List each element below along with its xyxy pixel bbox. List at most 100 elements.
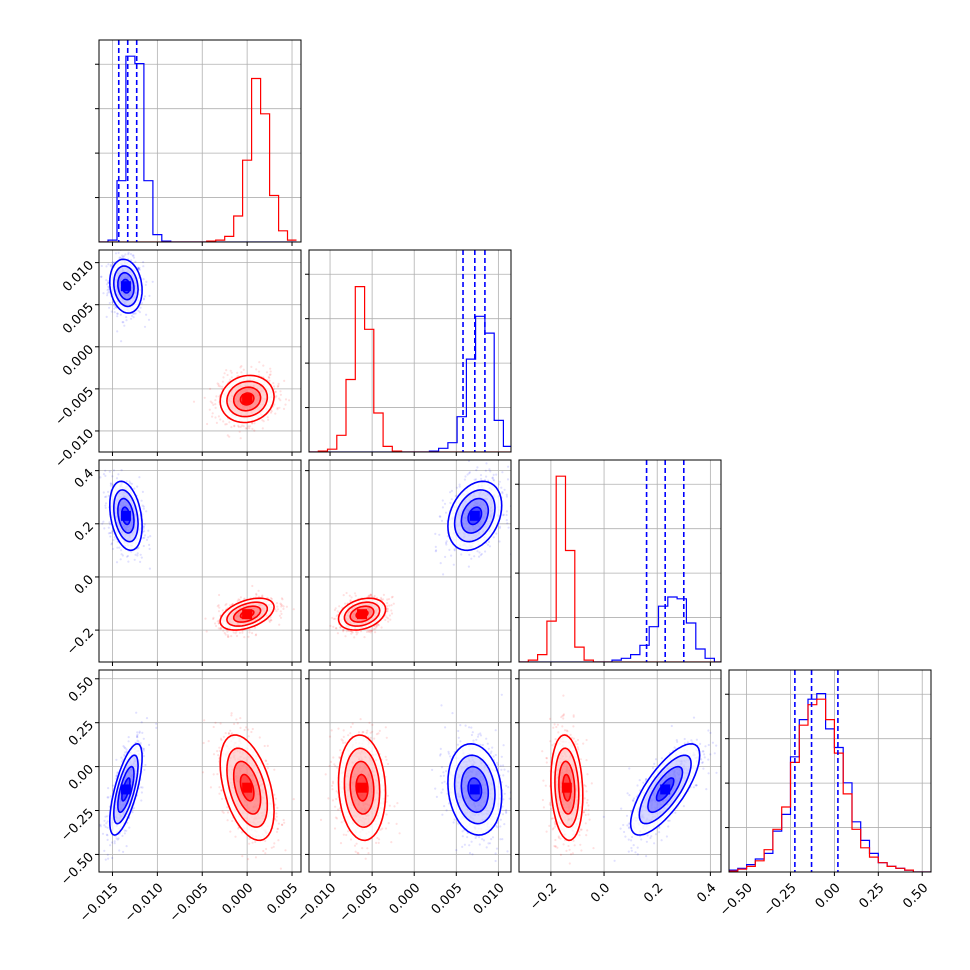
scatter-point — [467, 565, 470, 568]
scatter-point — [344, 635, 347, 638]
scatter-point — [450, 498, 453, 501]
scatter-point — [108, 470, 111, 473]
scatter-point — [215, 395, 218, 398]
scatter-point — [452, 563, 455, 566]
scatter-point — [131, 254, 134, 257]
scatter-point — [109, 844, 112, 847]
panel-content — [99, 40, 301, 242]
scatter-point — [479, 474, 483, 477]
scatter-point — [142, 298, 146, 301]
scatter-point — [136, 731, 139, 734]
panel-frame — [518, 459, 722, 663]
scatter-point — [495, 532, 498, 535]
scatter-point — [142, 544, 145, 548]
scatter-point — [438, 515, 441, 518]
scatter-point — [338, 605, 341, 608]
scatter-point — [248, 628, 251, 631]
peak-blue — [469, 510, 480, 521]
scatter-point — [269, 597, 273, 600]
scatter-point — [115, 837, 118, 840]
scatter-point — [387, 617, 390, 620]
scatter-point — [214, 403, 217, 406]
scatter-point — [140, 302, 144, 305]
scatter-point — [203, 396, 206, 399]
scatter-point — [502, 513, 505, 516]
scatter-point — [222, 629, 225, 632]
scatter-point — [233, 424, 236, 427]
panel-1-1 — [305, 249, 512, 456]
scatter-point — [276, 385, 279, 388]
scatter-point — [143, 530, 146, 533]
scatter-point — [380, 626, 383, 629]
scatter-point — [503, 488, 506, 491]
scatter-point — [130, 317, 133, 320]
scatter-point — [237, 425, 240, 428]
scatter-point — [136, 552, 139, 555]
y-tick-label: −0.005 — [52, 384, 97, 429]
scatter-point — [434, 532, 437, 536]
scatter-point — [221, 380, 224, 383]
scatter-point — [127, 736, 130, 739]
scatter-point — [507, 526, 510, 529]
scatter-point — [257, 370, 261, 373]
scatter-point — [117, 251, 120, 254]
scatter-point — [218, 606, 221, 609]
scatter-point — [211, 401, 214, 404]
scatter-point — [284, 403, 287, 406]
scatter-point — [242, 368, 245, 371]
histogram-blue — [99, 55, 297, 242]
panel-frame — [308, 249, 512, 453]
scatter-point — [142, 737, 145, 740]
scatter-point — [125, 319, 128, 322]
panel-3-0: −0.015 −0.010 −0.005 0.000 0.005−0.50−0.250.… — [58, 669, 302, 925]
scatter-point — [119, 313, 122, 316]
scatter-point — [121, 238, 123, 240]
scatter-point — [115, 561, 119, 564]
scatter-point — [143, 523, 146, 526]
scatter-point — [386, 602, 389, 605]
scatter-point — [386, 608, 389, 611]
scatter-point — [217, 627, 220, 630]
scatter-point — [123, 832, 126, 835]
scatter-point — [279, 610, 282, 613]
scatter-point — [377, 624, 381, 627]
scatter-point — [136, 554, 139, 557]
scatter-point — [240, 365, 243, 368]
y-tick-label: −0.2 — [64, 626, 97, 659]
scatter-point — [137, 309, 140, 312]
y-tick-label: 0.000 — [60, 342, 97, 379]
scatter-point — [108, 306, 111, 309]
scatter-point — [270, 619, 273, 622]
histogram-red — [519, 475, 721, 662]
scatter-point — [122, 255, 126, 258]
scatter-point — [342, 628, 345, 632]
scatter-point — [390, 596, 393, 599]
scatter-point — [247, 635, 250, 638]
scatter-point — [151, 280, 154, 283]
scatter-point — [100, 275, 103, 278]
scatter-point — [261, 419, 264, 422]
scatter-point — [105, 283, 109, 286]
scatter-point — [116, 546, 119, 549]
scatter-point — [241, 631, 244, 634]
panel-content — [309, 460, 511, 662]
scatter-point — [458, 483, 461, 486]
scatter-point — [110, 543, 113, 546]
scatter-point — [140, 786, 143, 789]
scatter-point — [278, 397, 281, 400]
scatter-point — [142, 536, 145, 540]
scatter-point — [211, 415, 214, 418]
scatter-point — [283, 379, 286, 382]
scatter-point — [334, 617, 337, 620]
scatter-point — [218, 593, 221, 597]
scatter-point — [466, 473, 469, 476]
scatter-point — [239, 437, 242, 440]
scatter-point — [274, 608, 277, 611]
scatter-point — [292, 608, 295, 611]
scatter-point — [120, 340, 123, 343]
scatter-point — [142, 507, 145, 510]
scatter-point — [127, 560, 130, 563]
scatter-point — [145, 280, 148, 283]
scatter-point — [479, 554, 482, 557]
scatter-point — [107, 787, 110, 790]
